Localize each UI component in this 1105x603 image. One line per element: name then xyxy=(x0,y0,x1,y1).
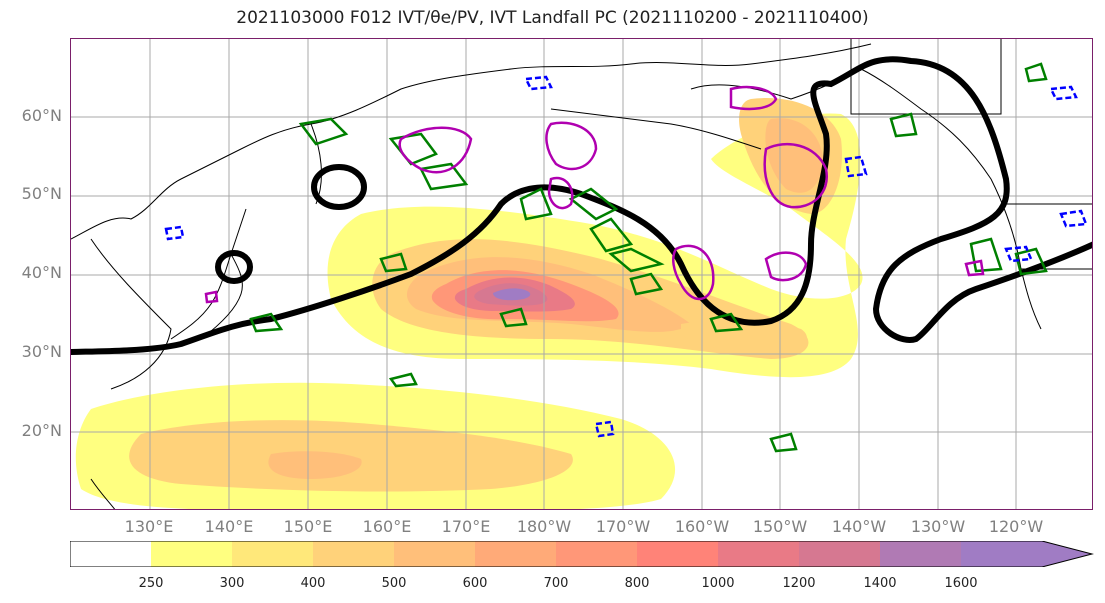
colorbar-extend-arrow xyxy=(1042,541,1092,567)
lat-label-20n: 20°N xyxy=(21,421,62,440)
lon-label-170w: 170°W xyxy=(595,517,651,536)
lon-label-160w: 160°W xyxy=(674,517,730,536)
map-title: 2021103000 F012 IVT/θe/PV, IVT Landfall … xyxy=(236,8,869,28)
lon-label-120w: 120°W xyxy=(988,517,1044,536)
lon-label-140e: 140°E xyxy=(204,517,254,536)
colorbar-bin-1600 xyxy=(961,541,1042,567)
map-panel xyxy=(70,38,1093,510)
map-canvas xyxy=(71,39,1092,509)
lon-label-170e: 170°E xyxy=(441,517,491,536)
colorbar-tick-1000: 1000 xyxy=(701,576,735,591)
colorbar-tick-800: 800 xyxy=(624,576,650,591)
colorbar-bin-1200 xyxy=(799,541,880,567)
colorbar-below xyxy=(70,541,151,567)
lon-label-140w: 140°W xyxy=(831,517,887,536)
lat-label-30n: 30°N xyxy=(21,342,62,361)
colorbar-tick-500: 500 xyxy=(381,576,407,591)
ivt-shading xyxy=(75,98,863,509)
colorbar-bin-250 xyxy=(151,541,232,567)
theta-e-contours xyxy=(249,62,1048,453)
ivt-colorbar xyxy=(70,541,1094,567)
colorbar-tick-1600: 1600 xyxy=(944,576,978,591)
colorbar-bin-500 xyxy=(394,541,475,567)
colorbar-tick-700: 700 xyxy=(543,576,569,591)
colorbar-tick-250: 250 xyxy=(138,576,164,591)
colorbar-tick-300: 300 xyxy=(219,576,245,591)
lon-label-150e: 150°E xyxy=(283,517,333,536)
colorbar-tick-1200: 1200 xyxy=(782,576,816,591)
pv-high-contours xyxy=(204,85,985,304)
colorbar-bin-1000 xyxy=(718,541,799,567)
lon-label-130e: 130°E xyxy=(124,517,174,536)
lon-label-160e: 160°E xyxy=(362,517,412,536)
lat-label-50n: 50°N xyxy=(21,184,62,203)
colorbar-tick-400: 400 xyxy=(300,576,326,591)
lat-label-40n: 40°N xyxy=(21,263,62,282)
lon-label-150w: 150°W xyxy=(752,517,808,536)
ivt-landfall-pc-contours xyxy=(71,56,1092,355)
colorbar-bin-1400 xyxy=(880,541,961,567)
colorbar-bin-300 xyxy=(232,541,313,567)
colorbar-tick-1400: 1400 xyxy=(863,576,897,591)
colorbar-bin-600 xyxy=(475,541,556,567)
colorbar-tick-600: 600 xyxy=(462,576,488,591)
lon-label-130w: 130°W xyxy=(910,517,966,536)
lat-label-60n: 60°N xyxy=(21,106,62,125)
colorbar-bin-400 xyxy=(313,541,394,567)
lon-label-180w: 180°W xyxy=(516,517,572,536)
colorbar-bin-800 xyxy=(637,541,718,567)
colorbar-bin-700 xyxy=(556,541,637,567)
pv-low-contours xyxy=(164,75,1088,438)
